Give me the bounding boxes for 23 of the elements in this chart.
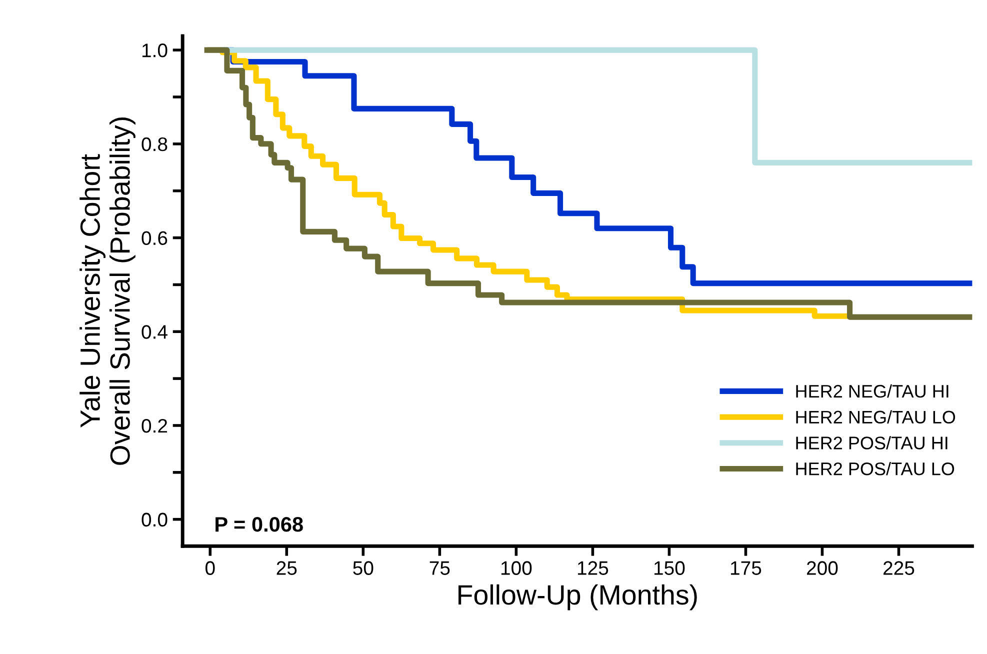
x-tick-label: 0	[205, 561, 215, 575]
y-axis-title: Yale University Cohort Overall Survival (Probability)	[80, 118, 136, 465]
y-tick-label: 1.0	[142, 44, 168, 58]
x-tick-label: 200	[806, 561, 838, 575]
x-tick-label: 175	[730, 561, 762, 575]
x-axis-title: Follow-Up (Months)	[458, 584, 697, 610]
legend-label: HER2 NEG/TAU LO	[796, 410, 956, 424]
y-tick-label: 0.2	[142, 418, 168, 433]
y-tick-label: 0.6	[142, 231, 168, 245]
legend-label: HER2 POS/TAU LO	[796, 462, 954, 476]
annotation: P = 0.068	[216, 517, 303, 532]
x-tick-label: 75	[430, 561, 450, 575]
x-tick-label: 150	[654, 561, 685, 575]
x-tick-label: 100	[501, 561, 532, 575]
x-tick-label: 25	[276, 561, 297, 575]
x-tick-label: 225	[884, 561, 914, 575]
x-tick-label: 125	[578, 561, 608, 575]
legend-label: HER2 NEG/TAU HI	[796, 384, 948, 398]
x-tick-label: 50	[353, 561, 374, 575]
y-tick-label: 0.4	[142, 325, 168, 339]
y-tick-label: 0.8	[142, 137, 168, 152]
y-tick-label: 0.0	[142, 512, 168, 527]
legend-label: HER2 POS/TAU HI	[796, 436, 948, 450]
